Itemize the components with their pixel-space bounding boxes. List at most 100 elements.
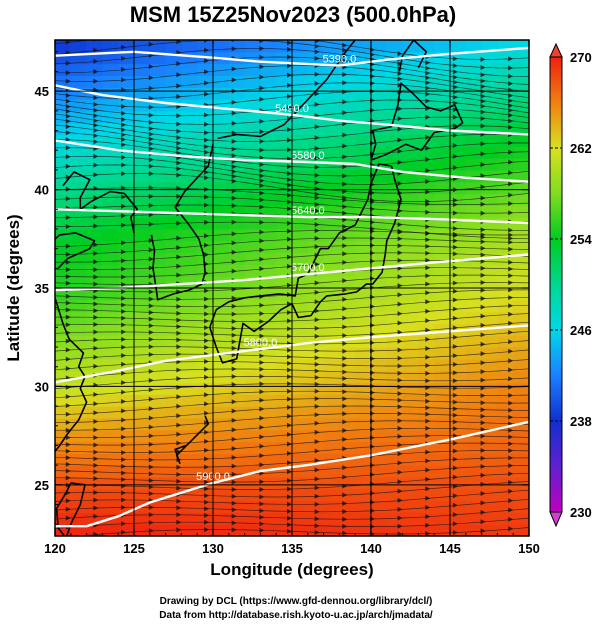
field-cell [355, 75, 372, 88]
field-cell [402, 146, 419, 159]
field-cell [402, 99, 419, 112]
streamline-arrow [204, 29, 209, 34]
streamline-arrow [508, 414, 514, 420]
streamline-arrow [121, 442, 127, 448]
streamline-arrow [204, 252, 210, 258]
field-cell [70, 323, 88, 336]
field-cell [497, 370, 514, 384]
streamline-arrow [176, 344, 182, 350]
field-cell [497, 347, 514, 360]
streamline-arrow [314, 317, 320, 323]
field-cell [213, 382, 230, 395]
streamline-arrow [93, 294, 99, 300]
streamline-arrow [121, 110, 127, 116]
streamline-arrow [314, 420, 320, 426]
streamline-arrow [342, 251, 348, 257]
field-cell [134, 524, 151, 536]
field-cell [465, 110, 483, 124]
streamline-arrow [259, 129, 265, 135]
streamline-arrow [93, 314, 99, 320]
streamline-arrow [397, 228, 403, 234]
field-cell [213, 122, 230, 136]
streamline-arrow [121, 127, 127, 133]
field-cell [102, 476, 119, 490]
streamline-arrow [65, 118, 71, 124]
coastline [217, 40, 356, 140]
streamline-arrow [480, 528, 486, 534]
field-cell [434, 347, 451, 360]
field-cell [497, 453, 514, 466]
streamline-arrow [397, 236, 403, 242]
streamline-arrow [65, 356, 71, 362]
streamline-arrow [287, 354, 292, 360]
field-cell [228, 217, 246, 230]
field-cell [134, 63, 151, 77]
field-cell [481, 181, 498, 195]
field-cell [149, 370, 167, 384]
streamline-arrow [204, 344, 210, 350]
streamline-arrow [452, 325, 458, 331]
streamline-arrow [480, 93, 486, 99]
field-cell [118, 51, 135, 65]
streamline-arrow [204, 233, 210, 239]
x-tick-label: 135 [281, 541, 303, 556]
field-cell [371, 476, 388, 490]
field-cell [418, 406, 435, 419]
streamline-arrow [148, 368, 154, 374]
streamline-arrow [231, 319, 237, 324]
field-cell [181, 193, 198, 206]
streamline-arrow [480, 332, 486, 338]
streamline-arrow [287, 469, 292, 475]
streamline-arrow [314, 348, 320, 354]
streamline-arrow [508, 358, 514, 364]
field-cell [149, 228, 167, 242]
streamline-arrow [93, 122, 99, 128]
field-cell [102, 217, 119, 230]
streamline-arrow [93, 442, 99, 448]
streamline-arrow [425, 224, 431, 230]
field-cell [513, 453, 529, 466]
streamline-arrow [480, 464, 486, 469]
streamline-arrow [176, 310, 182, 316]
streamline-arrow [397, 71, 403, 77]
streamline-arrow [204, 383, 210, 389]
streamline-arrow [508, 266, 514, 272]
streamline-arrow [231, 366, 237, 372]
field-cell [292, 110, 309, 124]
streamline-arrow [287, 236, 292, 242]
field-cell [55, 417, 72, 431]
field-cell [292, 51, 309, 65]
field-cell [244, 429, 261, 443]
field-cell [260, 512, 277, 525]
streamline-arrow [287, 441, 292, 447]
field-cell [402, 276, 419, 289]
streamline-arrow [121, 450, 127, 455]
streamline-arrow [342, 501, 348, 506]
streamline-arrow [65, 174, 71, 180]
field-cell [355, 417, 372, 431]
streamline-arrow [65, 307, 71, 313]
streamline-arrow [342, 210, 348, 216]
streamline-arrow [148, 512, 154, 518]
streamline-arrow [231, 520, 237, 526]
streamline-arrow [204, 288, 210, 294]
streamline-arrow [452, 132, 458, 138]
streamline-arrow [148, 185, 154, 191]
streamline-arrow [342, 235, 348, 241]
field-cell [465, 347, 483, 360]
streamline-arrow [508, 227, 514, 233]
streamline-arrow [93, 322, 99, 327]
streamline-arrow [397, 181, 403, 186]
field-cell [102, 252, 119, 265]
streamline-arrow [231, 231, 237, 237]
streamline-arrow [397, 159, 403, 165]
field-cell [244, 228, 261, 242]
streamline-arrow [452, 306, 458, 312]
field-cell [134, 347, 151, 360]
field-cell [260, 429, 277, 443]
streamline-arrow [287, 54, 292, 60]
streamline-arrow [425, 65, 431, 71]
field-cell [118, 524, 135, 536]
coastline [370, 82, 464, 161]
streamline-arrow [176, 172, 182, 178]
